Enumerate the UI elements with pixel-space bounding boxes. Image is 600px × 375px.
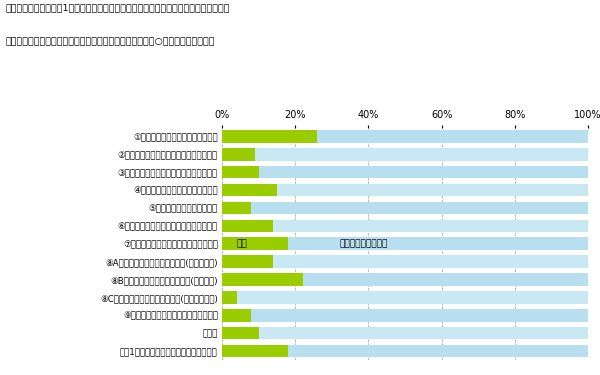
Bar <box>222 327 588 339</box>
Bar <box>222 291 588 304</box>
Bar <box>222 220 273 232</box>
Bar <box>222 148 255 160</box>
Bar <box>222 255 588 268</box>
Bar <box>222 273 302 286</box>
Text: はい: はい <box>236 239 247 248</box>
Bar <box>222 237 288 250</box>
Bar <box>222 130 317 143</box>
Bar <box>222 184 277 196</box>
Bar <box>222 345 588 357</box>
Bar <box>222 255 273 268</box>
Bar <box>222 166 588 178</box>
Bar <box>222 202 588 214</box>
Bar <box>222 237 588 250</box>
Text: 【設問】あなたがこコ1年の間に森林について経験したことについて考えてください。: 【設問】あなたがこコ1年の間に森林について経験したことについて考えてください。 <box>6 4 230 13</box>
Bar <box>222 291 236 304</box>
Bar <box>222 202 251 214</box>
Bar <box>222 130 588 143</box>
Bar <box>222 309 588 321</box>
Bar <box>222 345 288 357</box>
Bar <box>222 220 588 232</box>
Bar <box>222 309 251 321</box>
Bar <box>222 166 259 178</box>
Bar <box>222 273 588 286</box>
Bar <box>222 184 588 196</box>
Text: 森林にかかわる経験として、当てはまるものすべてに○をつけてください。: 森林にかかわる経験として、当てはまるものすべてに○をつけてください。 <box>6 38 215 46</box>
Bar <box>222 148 588 160</box>
Text: いいえ（空欄含む）: いいえ（空欄含む） <box>339 239 388 248</box>
Bar <box>222 327 259 339</box>
